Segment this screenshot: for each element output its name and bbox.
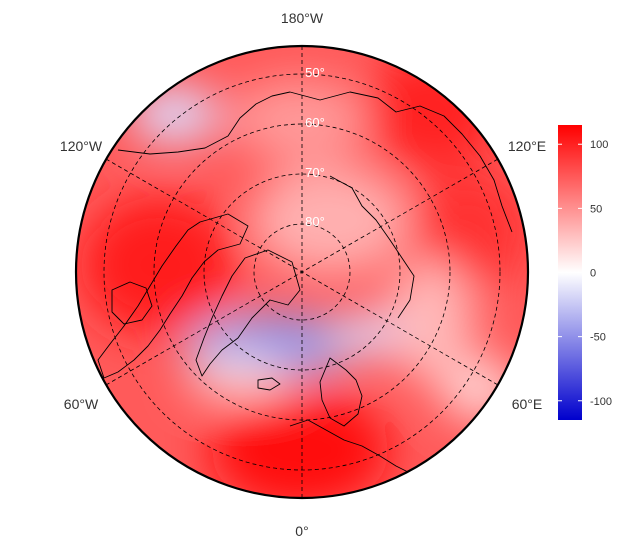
colorbar-tick-label: -50 [590,332,606,344]
lon-label-upper-left: 120°W [60,138,103,154]
lon-label-lower-right: 60°E [512,396,543,412]
colorbar-tick-label: -100 [590,396,612,408]
data-field [76,46,528,498]
colorbar: 100 50 0 -50 -100 [558,125,612,420]
colorbar-ticks: 100 50 0 -50 -100 [558,139,612,408]
lat-label-60: 60° [305,115,325,130]
lon-label-bottom: 0° [295,523,308,539]
siberia-outline [289,91,513,233]
lat-label-50: 50° [305,65,325,80]
meridian-60w-120e [105,158,499,386]
colorbar-tick-label: 50 [590,203,602,215]
map-outline [74,44,530,500]
canadian-arctic-outline [97,213,249,379]
lat-label-70: 70° [305,165,325,180]
lat-label-80: 80° [305,214,325,229]
russia-coast-outline [329,175,415,319]
colorbar-tick-label: 100 [590,139,608,151]
alaska-outline [117,91,291,155]
greenland-outline [195,249,301,377]
lon-label-upper-right: 120°E [508,138,546,154]
hudson-outline [111,281,153,325]
graticule [103,46,501,498]
lon-label-top: 180°W [281,10,324,26]
colorbar-tick-label: 0 [590,268,596,280]
lon-label-lower-left: 60°W [64,396,99,412]
land-outlines [97,91,513,487]
iceland-outline [257,377,281,391]
lat-circle-70 [203,173,401,371]
scandinavia-outline [319,357,363,427]
